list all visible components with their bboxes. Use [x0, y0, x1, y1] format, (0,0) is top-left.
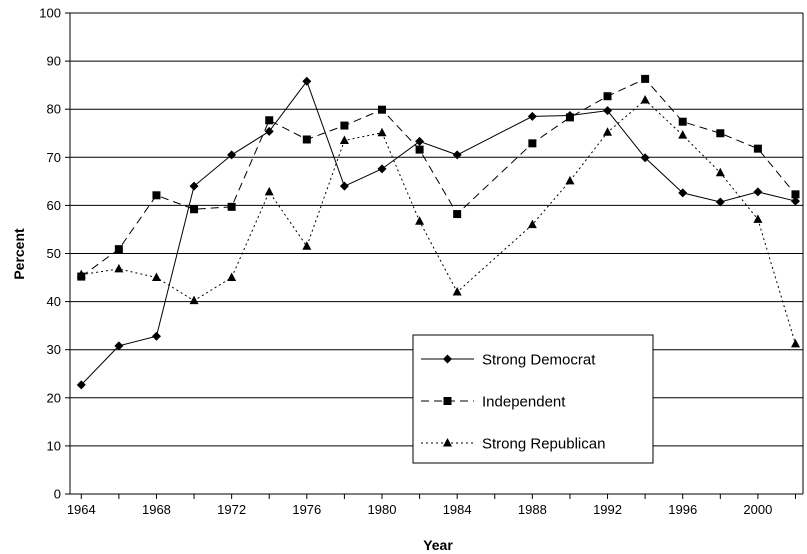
data-point-strong-republican-1982 — [415, 216, 425, 225]
data-point-strong-republican-1976 — [302, 241, 312, 250]
data-point-strong-republican-1974 — [264, 186, 274, 196]
data-point-strong-democrat-1982 — [415, 136, 425, 146]
data-point-strong-democrat-1998 — [715, 197, 725, 207]
data-point-independent-1966 — [114, 245, 123, 254]
y-tick-label-100: 100 — [39, 6, 61, 21]
y-tick-label-20: 20 — [47, 390, 61, 405]
y-tick-label-0: 0 — [54, 487, 61, 502]
data-point-strong-republican-1968 — [151, 272, 161, 282]
data-point-independent-1978 — [340, 121, 349, 130]
data-point-independent-1980 — [377, 105, 386, 114]
data-point-strong-republican-1978 — [339, 135, 349, 144]
data-point-strong-democrat-1996 — [678, 188, 688, 198]
data-point-strong-republican-1984 — [452, 286, 462, 296]
x-tick-label-1972: 1972 — [217, 502, 246, 517]
series-group — [76, 74, 800, 390]
series-line-strong-republican — [81, 99, 796, 345]
x-tick-label-1968: 1968 — [142, 502, 171, 517]
x-tick-label-1976: 1976 — [292, 502, 321, 517]
legend-marker-strong-republican — [443, 438, 452, 447]
data-point-strong-democrat-1994 — [640, 153, 650, 163]
y-tick-label-40: 40 — [47, 294, 61, 309]
data-point-strong-democrat-1974 — [264, 126, 274, 136]
data-point-independent-1990 — [565, 113, 574, 122]
data-point-strong-democrat-1984 — [452, 150, 462, 160]
data-point-strong-republican-1970 — [189, 295, 199, 305]
y-tick-label-10: 10 — [47, 438, 61, 453]
x-tick-label-1992: 1992 — [593, 502, 622, 517]
data-point-independent-1994 — [641, 74, 650, 83]
data-point-independent-1974 — [265, 116, 274, 125]
x-tick-label-2000: 2000 — [743, 502, 772, 517]
legend-label-strong-republican: Strong Republican — [482, 436, 605, 453]
data-point-strong-democrat-1988 — [527, 111, 537, 121]
data-point-independent-2002 — [791, 190, 800, 199]
y-tick-label-50: 50 — [47, 246, 61, 261]
data-point-strong-democrat-1972 — [227, 150, 237, 160]
data-point-strong-republican-2000 — [753, 214, 763, 223]
data-point-strong-democrat-1978 — [339, 181, 349, 191]
data-point-strong-republican-1996 — [678, 130, 688, 139]
data-point-strong-republican-1966 — [114, 263, 124, 273]
data-point-independent-1968 — [152, 191, 161, 200]
data-point-strong-democrat-1992 — [603, 106, 613, 116]
data-point-strong-republican-2002 — [790, 338, 800, 348]
legend: Strong Democrat Independent Strong Republi… — [412, 334, 654, 464]
y-tick-label-30: 30 — [47, 342, 61, 357]
data-point-strong-democrat-1970 — [189, 181, 199, 191]
y-tick-label-80: 80 — [47, 102, 61, 117]
data-point-strong-republican-1988 — [527, 219, 537, 229]
series-strong-republican — [76, 95, 800, 348]
x-tick-label-1988: 1988 — [518, 502, 547, 517]
data-point-strong-democrat-1968 — [151, 331, 161, 341]
data-point-independent-1982 — [415, 145, 424, 154]
x-axis-title: Year — [423, 537, 453, 553]
y-tick-label-70: 70 — [47, 150, 61, 165]
x-tick-label-1980: 1980 — [368, 502, 397, 517]
data-point-strong-republican-1972 — [227, 272, 237, 282]
data-point-independent-1984 — [453, 210, 462, 219]
y-tick-label-90: 90 — [47, 54, 61, 69]
data-point-independent-1998 — [716, 129, 725, 138]
legend-box — [412, 334, 654, 464]
data-point-strong-democrat-2002 — [790, 196, 800, 206]
y-axis-ticks: 0 10 20 30 40 50 60 70 80 90 100 — [39, 6, 70, 502]
legend-label-independent: Independent — [482, 394, 566, 411]
data-point-independent-1992 — [603, 92, 612, 101]
data-point-strong-republican-1998 — [715, 167, 725, 177]
data-point-strong-democrat-1964 — [76, 380, 86, 390]
x-axis-ticks: 1964 1968 1972 1976 1980 1984 1988 1992 1996 2000 — [67, 494, 796, 517]
data-point-strong-republican-1992 — [603, 127, 613, 136]
x-tick-label-1984: 1984 — [443, 502, 472, 517]
data-point-independent-1996 — [678, 117, 687, 126]
y-axis-title: Percent — [11, 228, 27, 280]
data-point-strong-democrat-1980 — [377, 164, 387, 174]
series-line-independent — [80, 78, 796, 277]
x-tick-label-1964: 1964 — [67, 502, 96, 517]
series-independent — [77, 74, 800, 281]
legend-marker-independent — [443, 397, 452, 405]
legend-label-strong-democrat: Strong Democrat — [482, 352, 596, 369]
data-point-strong-republican-1990 — [565, 175, 575, 185]
data-point-independent-1972 — [227, 202, 236, 211]
legend-marker-strong-democrat — [443, 354, 452, 364]
data-point-strong-republican-1994 — [640, 95, 650, 104]
data-point-strong-republican-1980 — [377, 127, 387, 137]
data-point-independent-1976 — [302, 135, 311, 144]
x-tick-label-1996: 1996 — [668, 502, 697, 517]
data-point-independent-1988 — [528, 139, 537, 148]
y-tick-label-60: 60 — [47, 198, 61, 213]
data-point-strong-republican-1964 — [76, 269, 86, 279]
data-point-strong-democrat-1966 — [114, 341, 124, 351]
data-point-independent-1970 — [190, 205, 199, 214]
data-point-strong-democrat-2000 — [753, 187, 763, 197]
data-point-independent-2000 — [753, 144, 762, 153]
data-point-strong-democrat-1976 — [302, 76, 312, 86]
series-strong-democrat — [76, 76, 800, 390]
